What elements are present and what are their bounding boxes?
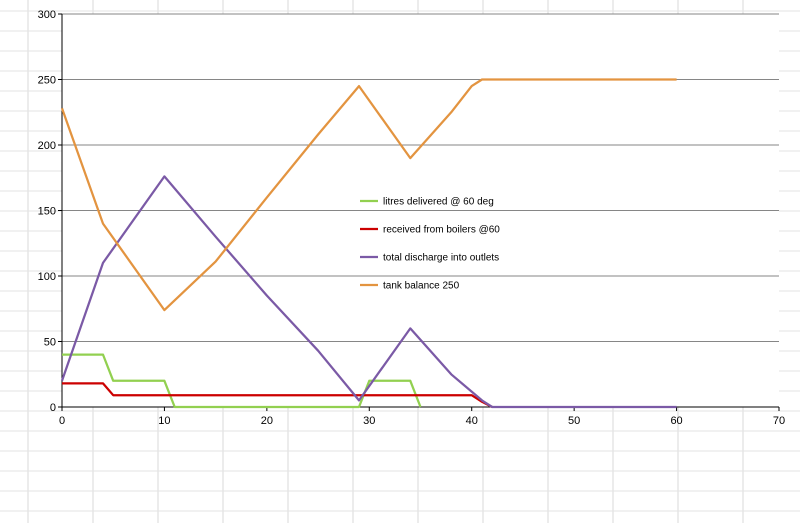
y-tick-label: 0 <box>50 402 56 414</box>
y-tick-label: 50 <box>44 337 56 349</box>
x-tick-label: 20 <box>261 415 273 427</box>
legend-label: received from boilers @60 <box>383 225 500 236</box>
series-lines <box>60 78 677 409</box>
legend-label: litres delivered @ 60 deg <box>383 197 494 208</box>
series-line-1 <box>62 353 422 409</box>
y-tick-label: 100 <box>38 271 56 283</box>
x-axis-ticks: 0 10 20 30 40 50 60 70 <box>59 407 785 427</box>
x-tick-label: 30 <box>363 415 375 427</box>
series-line-3 <box>60 175 677 409</box>
series-line-4 <box>60 78 677 312</box>
legend-label: total discharge into outlets <box>383 253 499 264</box>
y-tick-label: 300 <box>38 9 56 21</box>
y-axis-ticks: 0 50 100 150 200 250 300 <box>38 9 62 414</box>
x-tick-label: 40 <box>466 415 478 427</box>
legend-label: tank balance 250 <box>383 281 460 292</box>
x-tick-label: 70 <box>773 415 785 427</box>
x-tick-label: 60 <box>670 415 682 427</box>
x-tick-label: 10 <box>158 415 170 427</box>
y-tick-label: 150 <box>38 206 56 218</box>
y-tick-label: 250 <box>38 75 56 87</box>
x-tick-label: 50 <box>568 415 580 427</box>
x-tick-label: 0 <box>59 415 65 427</box>
legend: litres delivered @ 60 deg received from b… <box>360 197 500 292</box>
y-tick-label: 200 <box>38 140 56 152</box>
